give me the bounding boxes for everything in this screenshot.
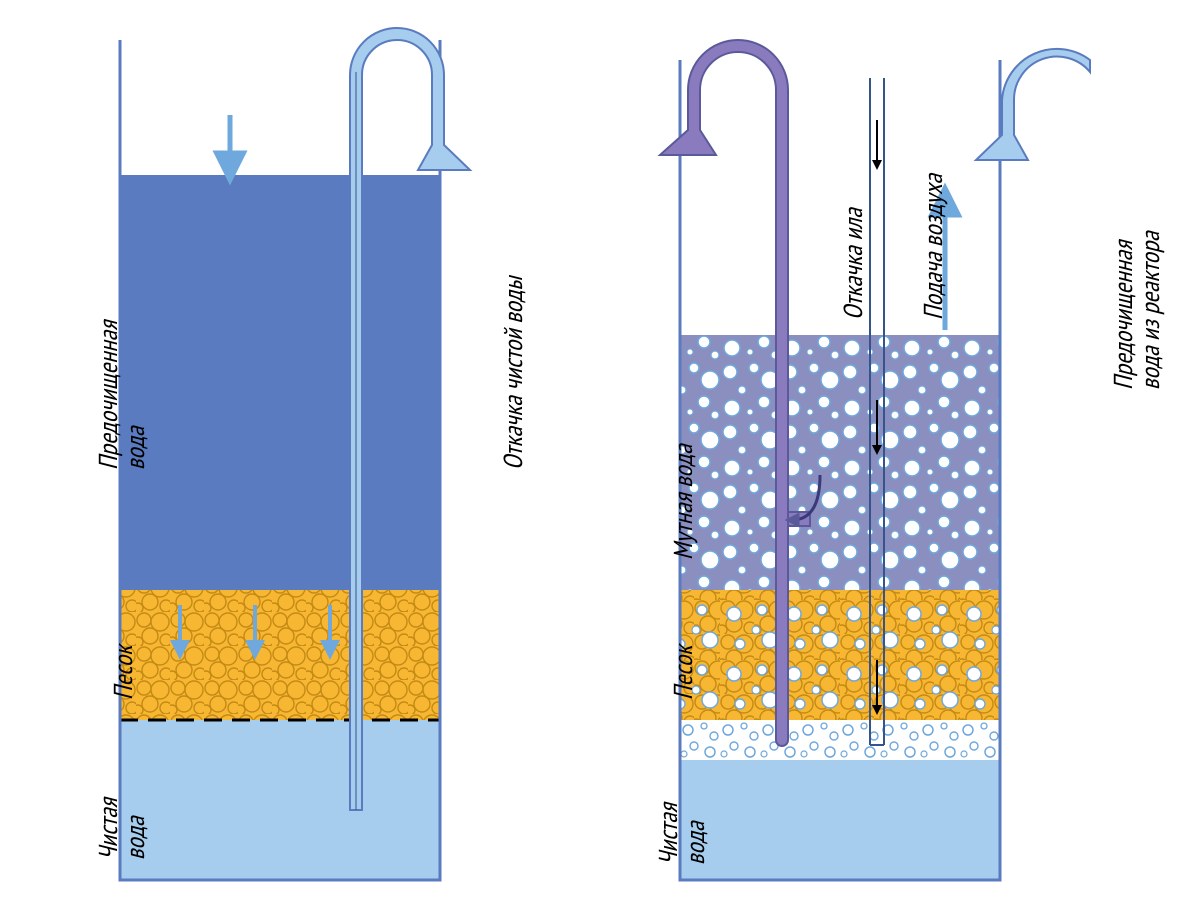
label-text: Песок [667, 646, 700, 700]
layer-sand [680, 590, 1000, 720]
label-text: Мутная вода [667, 444, 700, 560]
label-turbid-water: Мутная вода [670, 444, 697, 560]
label-sand-right: Песок [670, 646, 697, 700]
layer-sand [120, 590, 440, 720]
layer-clean-water [120, 720, 440, 880]
right-tank [660, 40, 1090, 880]
label-text-sub: вода [122, 321, 149, 470]
label-text: Подача воздуха [917, 174, 950, 320]
label-text-sub: вода [122, 798, 149, 860]
pretreated-inflow-pipe [976, 49, 1090, 160]
layer-clean-water [680, 760, 1000, 880]
label-clean-water-right: Чистая вода [655, 803, 710, 865]
layer-turbid-water [680, 335, 1000, 590]
label-pump-sludge: Откачка ила [840, 208, 867, 320]
layer-dirty-water [120, 175, 440, 590]
label-text-sub: вода [682, 803, 709, 865]
left-tank [120, 28, 470, 880]
label-sand-left: Песок [110, 646, 137, 700]
label-text: Откачка ила [837, 208, 870, 320]
label-pump-clean: Откачка чистой воды [500, 277, 527, 470]
label-text-sub: вода из реактора [1137, 231, 1164, 390]
label-air-supply: Подача воздуха [920, 174, 947, 320]
filter-diagram [0, 0, 1177, 919]
label-pretreated-water: Предочищенная вода [95, 321, 150, 470]
label-pretreated-from-reactor: Предочищенная вода из реактора [1110, 231, 1165, 390]
label-text: Откачка чистой воды [497, 277, 530, 470]
label-clean-water-left: Чистая вода [95, 798, 150, 860]
label-text: Песок [107, 646, 140, 700]
layer-bubble-strip [680, 720, 1000, 760]
